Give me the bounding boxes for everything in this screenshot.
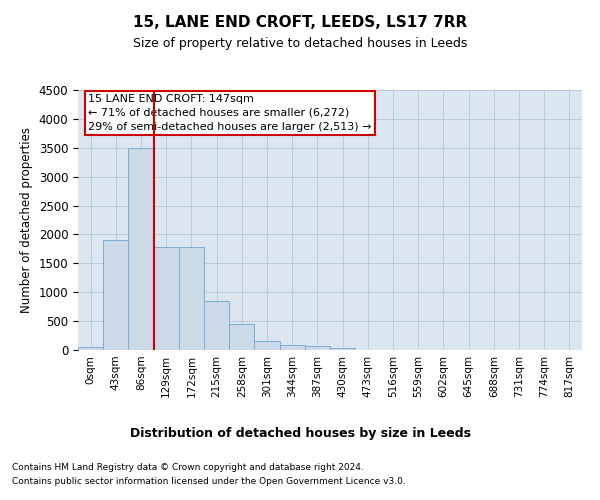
- Bar: [179, 247, 204, 350]
- Text: Distribution of detached houses by size in Leeds: Distribution of detached houses by size …: [130, 428, 470, 440]
- Bar: [128, 148, 154, 350]
- Bar: [78, 347, 103, 350]
- Text: Contains HM Land Registry data © Crown copyright and database right 2024.: Contains HM Land Registry data © Crown c…: [12, 462, 364, 471]
- Bar: [254, 341, 280, 350]
- Text: 15, LANE END CROFT, LEEDS, LS17 7RR: 15, LANE END CROFT, LEEDS, LS17 7RR: [133, 15, 467, 30]
- Bar: [154, 247, 179, 350]
- Text: Size of property relative to detached houses in Leeds: Size of property relative to detached ho…: [133, 38, 467, 51]
- Y-axis label: Number of detached properties: Number of detached properties: [20, 127, 33, 313]
- Bar: [204, 302, 229, 350]
- Bar: [330, 348, 355, 350]
- Bar: [280, 344, 305, 350]
- Bar: [103, 240, 128, 350]
- Text: 15 LANE END CROFT: 147sqm
← 71% of detached houses are smaller (6,272)
29% of se: 15 LANE END CROFT: 147sqm ← 71% of detac…: [88, 94, 371, 132]
- Text: Contains public sector information licensed under the Open Government Licence v3: Contains public sector information licen…: [12, 478, 406, 486]
- Bar: [229, 324, 254, 350]
- Bar: [305, 346, 330, 350]
